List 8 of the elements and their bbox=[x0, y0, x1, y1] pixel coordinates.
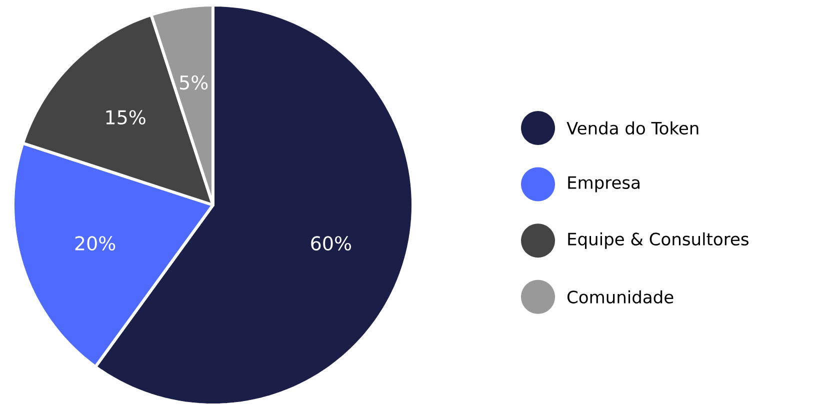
legend-label: Empresa bbox=[568, 176, 640, 192]
data-label: 5% bbox=[180, 75, 208, 90]
legend-label: Comunidade bbox=[567, 290, 674, 304]
data-label: 20% bbox=[75, 236, 116, 250]
data-label: 60% bbox=[311, 236, 351, 250]
legend-label: Equipe & Consultores bbox=[568, 232, 748, 249]
legend-label: Venda do Token bbox=[566, 121, 698, 135]
data-label: 15% bbox=[106, 110, 146, 124]
